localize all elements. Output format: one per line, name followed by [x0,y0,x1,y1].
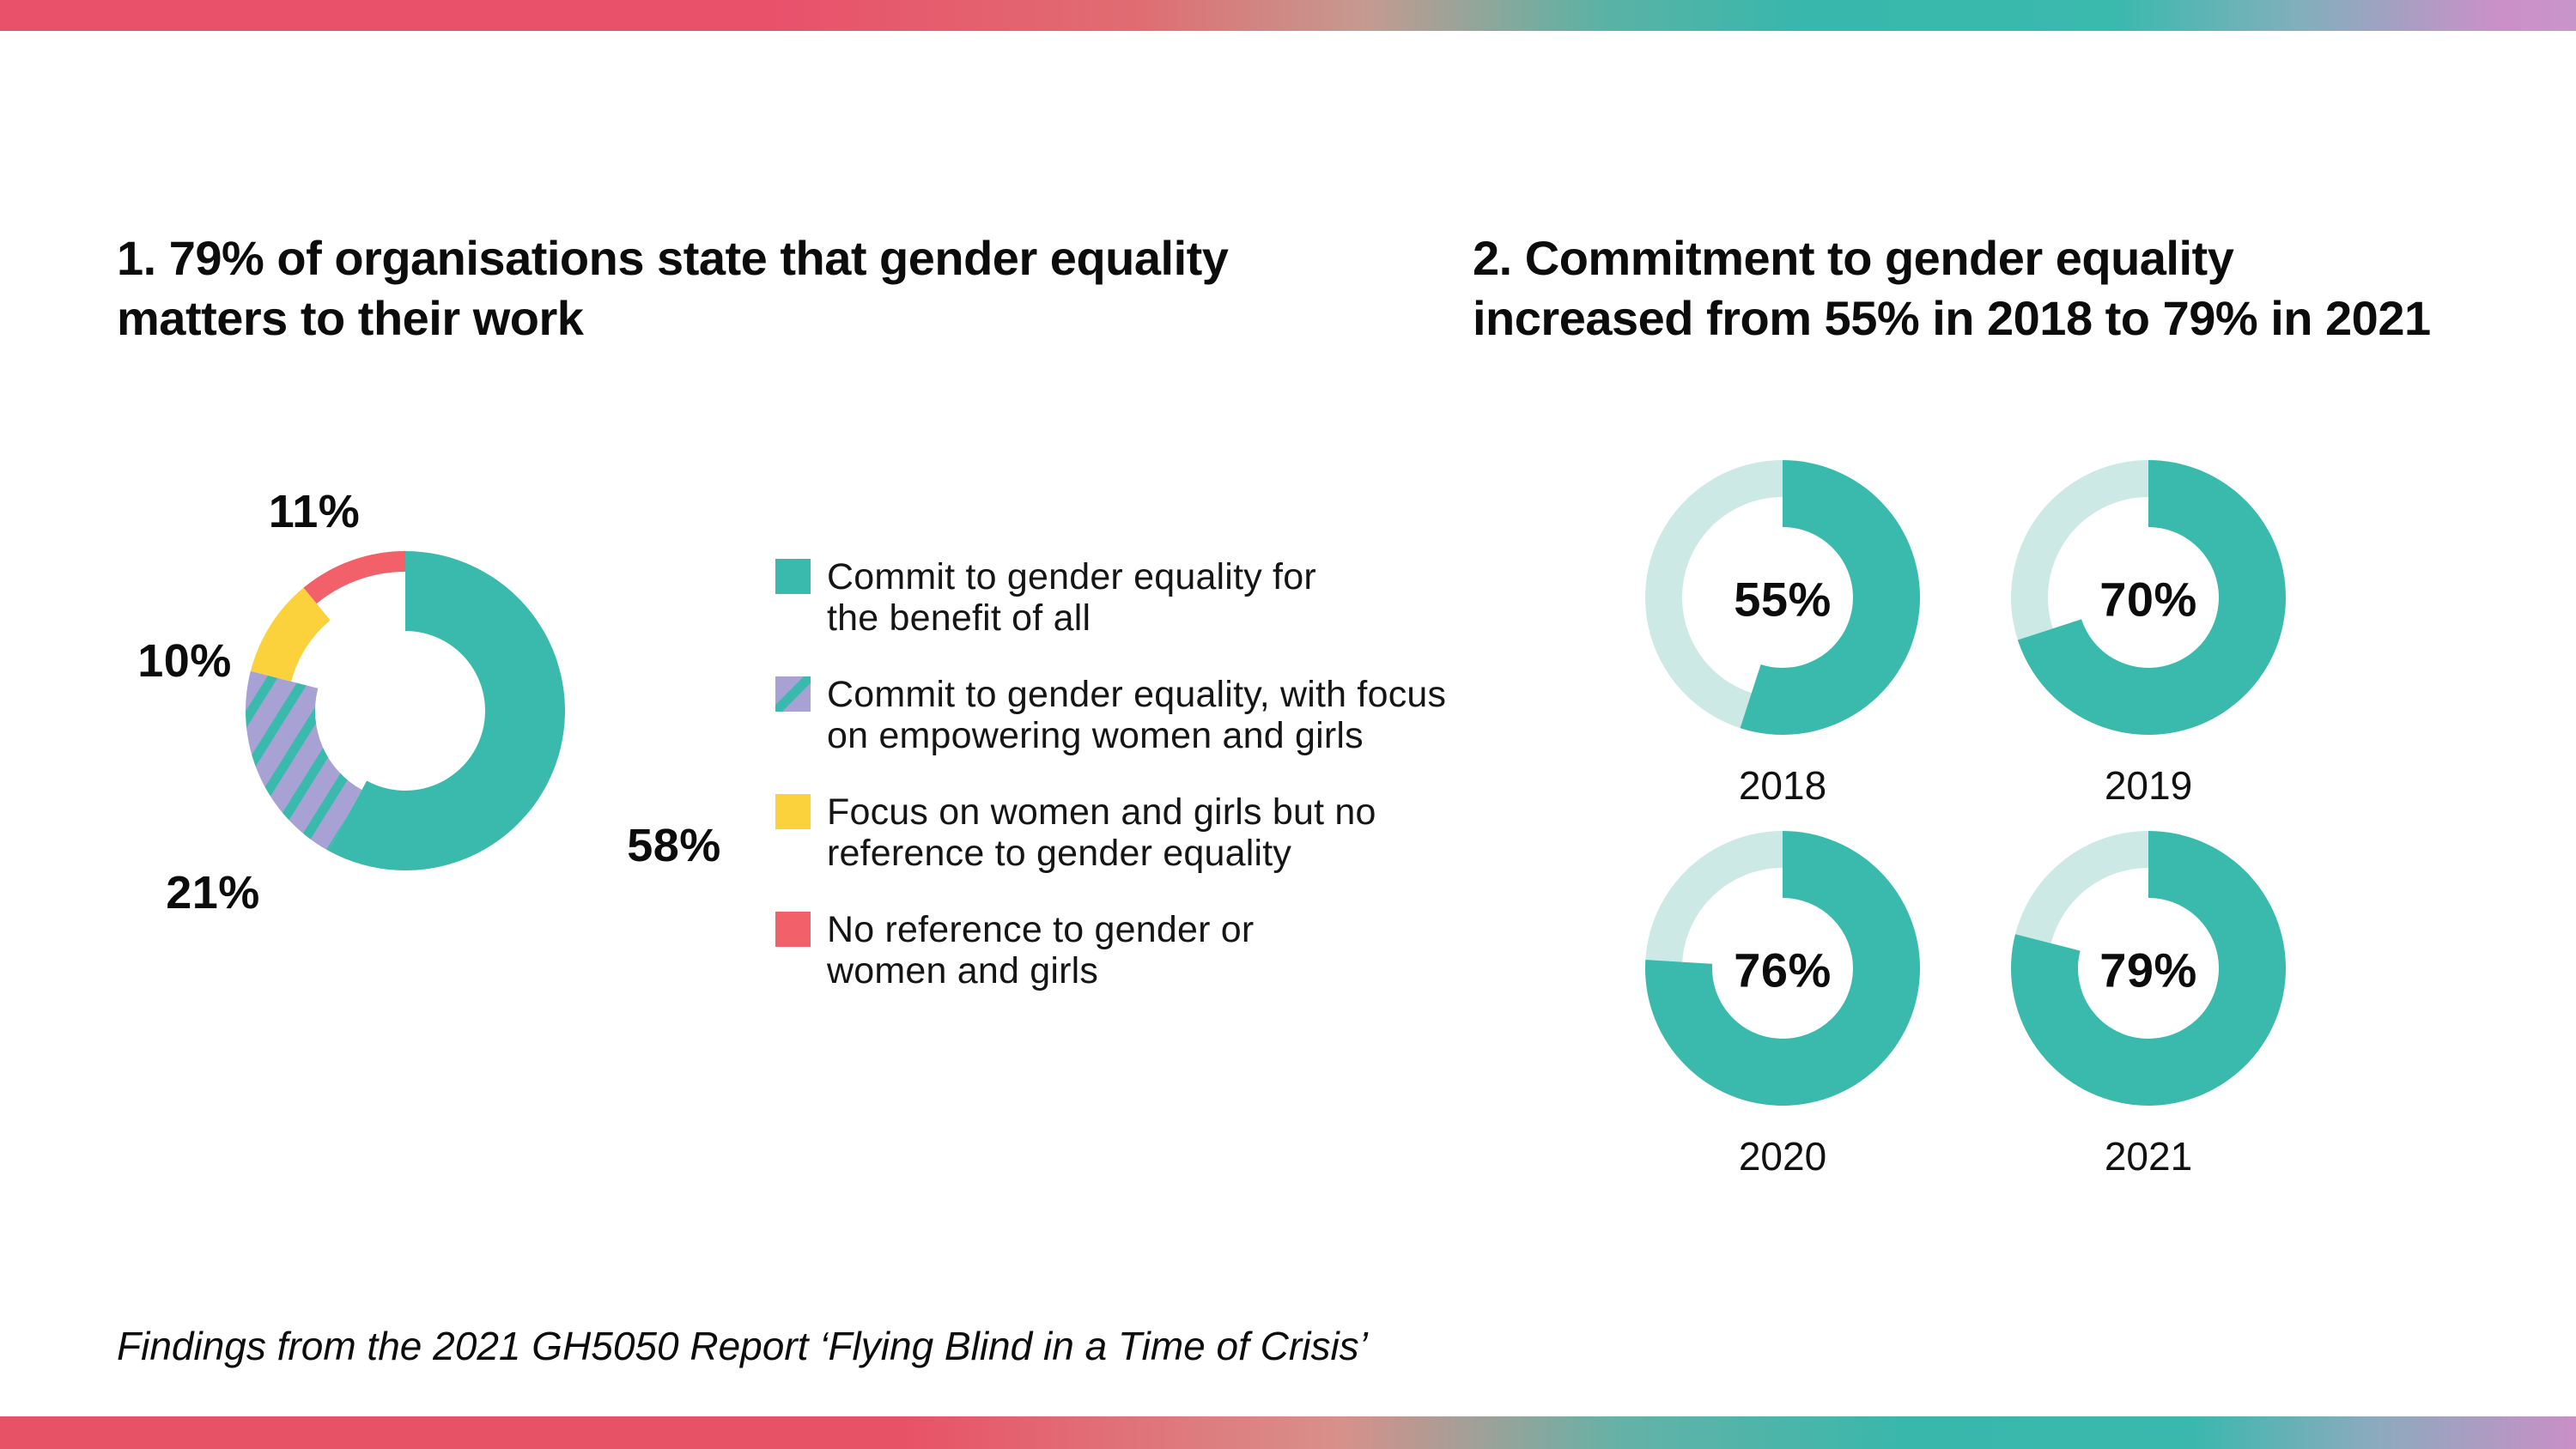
legend-item-label: Focus on women and girls but no reference… [827,791,1376,874]
chart2-year-2018: 2018 [1738,763,1827,808]
chart1-title-line2: matters to their work [117,291,584,345]
chart2-value-2019: 70% [2099,572,2197,627]
red-swatch-icon [775,912,811,947]
legend-item-commit-women-girls: Commit to gender equality, with focus on … [770,671,1447,756]
chart2-value-2020: 76% [1734,943,1832,997]
chart2-donut-2020 [1645,831,1921,1106]
chart2-year-2019: 2019 [2104,763,2193,808]
chart1-segment-label-58: 58% [627,820,721,871]
chart1-segment-label-11: 11% [268,486,361,537]
chart1-title: 1. 79% of organisations state that gende… [117,228,1229,349]
chart1-donut [245,551,566,870]
chart2-title-line1: 2. Commitment to gender equality [1473,231,2234,285]
chart1-legend: Commit to gender equality for the benefit… [770,556,1447,991]
chart2-donut-2019 [2011,460,2286,735]
legend-item-label: Commit to gender equality, with focus on … [827,674,1447,756]
legend-item-focus-women-girls: Focus on women and girls but no reference… [775,791,1446,874]
chart1-title-line1: 1. 79% of organisations state that gende… [117,231,1229,285]
legend-item-label: No reference to gender or women and girls [827,909,1255,991]
chart1-segment-label-21: 21% [166,867,260,919]
chart2-year-2021: 2021 [2104,1134,2193,1179]
chart2-donut-2021 [2011,831,2287,1106]
chart2-value-2021: 79% [2099,943,2197,997]
chart2-year-2020: 2020 [1738,1134,1827,1179]
top-gradient-bar [0,0,2576,31]
chart1-segment-label-10: 10% [137,635,232,687]
chart2-title: 2. Commitment to gender equality increase… [1473,228,2431,349]
yellow-swatch-icon [775,794,811,829]
legend-item-no-reference: No reference to gender or women and girls [775,909,1446,991]
chart2-value-2018: 55% [1734,572,1832,627]
legend-item-commit-benefit-all: Commit to gender equality for the benefit… [775,556,1446,639]
chart2-donut-2018 [1644,460,1920,735]
bottom-gradient-bar [0,1416,2576,1449]
source-note: Findings from the 2021 GH5050 Report ‘Fl… [117,1324,1368,1368]
chart2-title-line2: increased from 55% in 2018 to 79% in 202… [1473,291,2431,345]
purple-hatched-swatch-icon [770,671,816,717]
legend-item-label: Commit to gender equality for the benefit… [827,556,1316,639]
teal-swatch-icon [775,559,811,594]
